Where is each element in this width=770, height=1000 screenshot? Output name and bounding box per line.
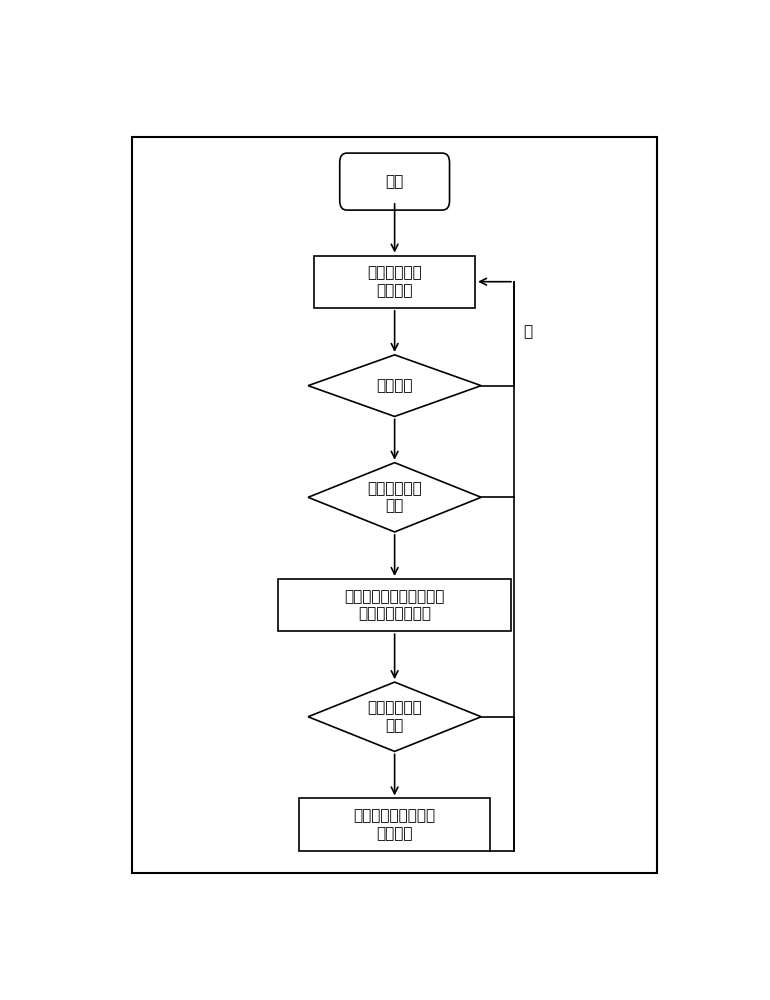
Bar xyxy=(278,579,511,631)
Text: 是否到达计算
时间: 是否到达计算 时间 xyxy=(367,481,422,514)
FancyBboxPatch shape xyxy=(340,153,450,210)
Text: 开始: 开始 xyxy=(386,174,403,189)
Bar xyxy=(314,256,475,308)
Text: 根据输出值对遥控点
进行遥控: 根据输出值对遥控点 进行遥控 xyxy=(353,808,436,841)
Polygon shape xyxy=(308,355,481,416)
Text: 是否启动: 是否启动 xyxy=(377,378,413,393)
Bar xyxy=(299,798,490,851)
Polygon shape xyxy=(308,463,481,532)
Text: 根据不同的自动控制类型
计算输出值并保存: 根据不同的自动控制类型 计算输出值并保存 xyxy=(344,589,445,621)
Polygon shape xyxy=(308,682,481,751)
Bar xyxy=(132,137,657,873)
Text: 是否到达输出
时间: 是否到达输出 时间 xyxy=(367,701,422,733)
Text: 否: 否 xyxy=(523,324,532,339)
Text: 遍历全部自动
控制逻辑: 遍历全部自动 控制逻辑 xyxy=(367,265,422,298)
